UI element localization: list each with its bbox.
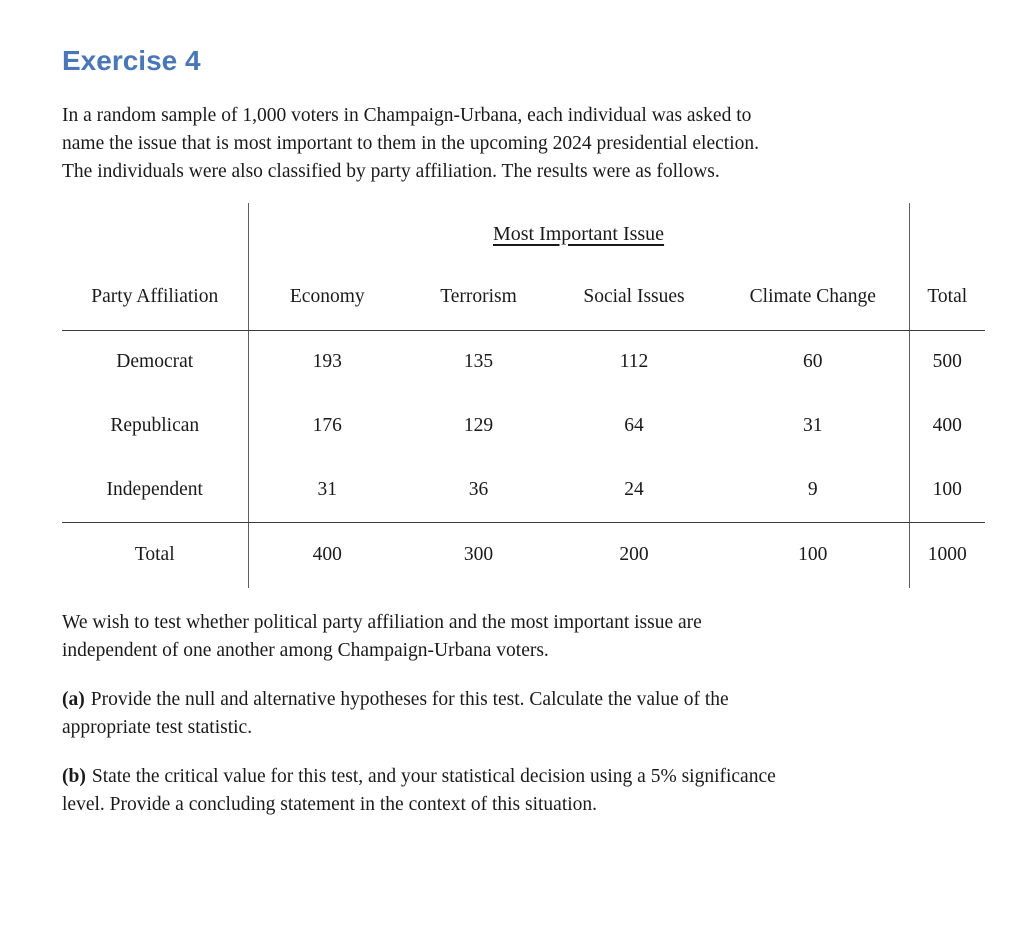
- group-header-row: Most Important Issue: [62, 203, 986, 265]
- cell-value: 193: [247, 330, 406, 394]
- page-title: Exercise 4: [62, 45, 201, 76]
- cell-value: 64: [624, 415, 644, 436]
- cell-value: 135: [463, 351, 494, 373]
- cell-value: 31: [803, 415, 823, 436]
- hypothesis-statement-paragraph: We wish to test whether political party …: [62, 612, 702, 661]
- grand-total: 1000: [908, 522, 986, 588]
- contingency-table-container: Most Important Issue Party Affiliation E…: [62, 203, 990, 588]
- cell-value: 112: [619, 351, 649, 373]
- table-row-independent: Independent 31 36 24 9 100: [62, 458, 986, 523]
- empty-cell: [908, 203, 986, 265]
- cell-value: 60: [803, 351, 823, 373]
- row-label: Democrat: [116, 351, 194, 373]
- group-header-cell: Most Important Issue: [247, 203, 910, 265]
- empty-cell: [62, 203, 248, 265]
- task-a-label: (a): [62, 689, 85, 710]
- cell-value: 31: [247, 458, 406, 523]
- contingency-table: Most Important Issue Party Affiliation E…: [62, 203, 986, 588]
- document-page: Exercise 4 In a random sample of 1,000 v…: [62, 45, 992, 819]
- row-total: 100: [908, 458, 986, 523]
- column-total: 400: [247, 522, 406, 588]
- table-row-democrat: Democrat 193 135 112 60 500: [62, 330, 986, 394]
- column-total: 100: [798, 544, 828, 566]
- column-header-climate-change: Climate Change: [717, 265, 910, 331]
- column-header-economy: Economy: [247, 265, 406, 331]
- column-header-row: Party Affiliation Economy Terrorism Soci…: [62, 265, 986, 331]
- column-header-terrorism: Terrorism: [406, 265, 551, 331]
- intro-paragraph: In a random sample of 1,000 voters in Ch…: [62, 105, 759, 182]
- task-a-paragraph: (a) Provide the null and alternative hypo…: [62, 686, 992, 742]
- column-header-party-affiliation: Party Affiliation: [62, 265, 248, 331]
- row-label: Republican: [110, 415, 200, 436]
- row-total: 500: [908, 330, 986, 394]
- column-header-total: Total: [908, 265, 986, 331]
- cell-value: 176: [247, 394, 406, 458]
- group-header-label: Most Important Issue: [492, 222, 665, 245]
- row-label: Independent: [62, 458, 248, 523]
- table-row-total: Total 400 300 200 100 1000: [62, 522, 986, 588]
- column-total: 300: [463, 544, 494, 566]
- cell-value: 9: [717, 458, 910, 523]
- task-b-paragraph: (b) State the critical value for this tes…: [62, 763, 992, 819]
- cell-value: 24: [551, 458, 717, 523]
- cell-value: 36: [406, 458, 551, 523]
- task-b-text: State the critical value for this test, …: [62, 766, 776, 815]
- column-total: 200: [619, 544, 649, 566]
- task-b-label: (b): [62, 766, 86, 787]
- row-label: Total: [134, 544, 175, 566]
- cell-value: 129: [463, 415, 494, 436]
- task-a-text: Provide the null and alternative hypothe…: [62, 689, 729, 738]
- row-total: 400: [908, 394, 986, 458]
- table-row-republican: Republican 176 129 64 31 400: [62, 394, 986, 458]
- column-header-social-issues: Social Issues: [551, 265, 717, 331]
